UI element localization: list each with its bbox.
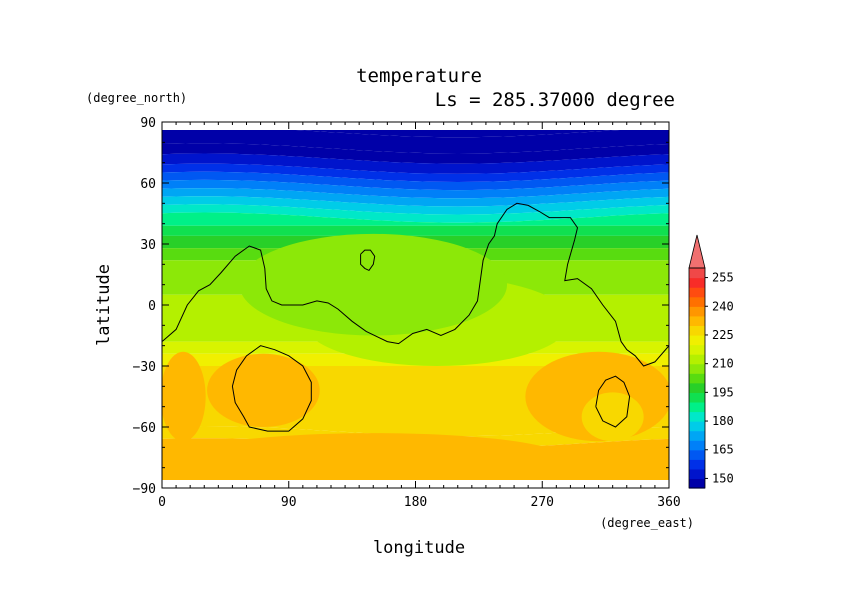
- colorbar-swatch: [689, 306, 705, 317]
- temperature-band: [162, 130, 669, 154]
- plot-axes: 0 90 180 270 360 90 60 30 0 −30 −60 −90: [133, 116, 681, 510]
- y-tick-label: 60: [140, 177, 156, 192]
- y-units-label: (degree_north): [86, 91, 187, 105]
- temperature-band: [162, 171, 669, 191]
- x-tick-label: 180: [404, 495, 427, 510]
- y-tick-label: 30: [140, 238, 156, 253]
- temperature-band: [162, 179, 669, 199]
- temperature-field: [162, 130, 669, 480]
- y-tick-label: 90: [140, 116, 156, 131]
- colorbar-swatch: [689, 373, 705, 384]
- temperature-band: [162, 188, 669, 207]
- colorbar-swatch: [689, 459, 705, 470]
- y-tick-label: −60: [133, 421, 156, 436]
- temperature-patch: [581, 392, 644, 442]
- topography-contour-line: [595, 375, 631, 428]
- colorbar-swatch: [689, 440, 705, 451]
- colorbar-tick-label: 180: [712, 414, 734, 428]
- temperature-patch: [183, 433, 564, 480]
- colorbar-swatch: [689, 430, 705, 441]
- colorbar-swatch: [689, 315, 705, 326]
- colorbar-tick-label: 195: [712, 385, 734, 399]
- x-axis-label: longitude: [373, 538, 465, 558]
- topography-contours: [162, 202, 669, 432]
- x-tick-label: 270: [531, 495, 554, 510]
- temperature-band: [162, 204, 669, 223]
- colorbar-swatch: [689, 401, 705, 413]
- y-tick-label: −90: [133, 482, 156, 497]
- colorbar-tick-label: 165: [712, 443, 734, 457]
- x-tick-label: 90: [281, 495, 297, 510]
- temperature-patch: [162, 351, 206, 442]
- topography-contour-line: [360, 249, 376, 272]
- colorbar-swatch: [689, 354, 705, 365]
- colorbar-swatch: [689, 334, 705, 346]
- temperature-band: [162, 163, 669, 182]
- temperature-band: [162, 225, 669, 236]
- x-tick-label: 360: [657, 495, 680, 510]
- colorbar-frame: [688, 267, 706, 489]
- colorbar-swatch: [689, 344, 705, 355]
- colorbar-tick-label: 210: [712, 357, 734, 371]
- colorbar-swatch: [689, 478, 705, 489]
- colorbar-swatch: [689, 277, 705, 288]
- temperature-band: [162, 153, 669, 174]
- colorbar-swatch: [689, 325, 705, 336]
- colorbar-swatch: [689, 268, 705, 279]
- colorbar-swatch: [689, 296, 705, 307]
- x-tick-label: 0: [158, 495, 166, 510]
- chart-title: temperature: [356, 65, 482, 87]
- colorbar-swatch: [689, 468, 705, 480]
- colorbar-swatch: [689, 382, 705, 393]
- y-tick-label: −30: [133, 360, 156, 375]
- colorbar: 150 165 180 195 210 225 240 255: [688, 234, 734, 489]
- topography-contour-line: [231, 345, 312, 432]
- colorbar-swatch: [689, 421, 705, 432]
- colorbar-extend-arrow: [688, 234, 706, 269]
- y-tick-label: 0: [148, 299, 156, 314]
- topography-contour-line: [162, 202, 669, 367]
- colorbar-swatch: [689, 411, 705, 422]
- chart-subtitle: Ls = 285.37000 degree: [435, 89, 675, 111]
- temperature-patch: [207, 353, 320, 427]
- colorbar-tick-label: 255: [712, 271, 734, 285]
- colorbar-tick-label: 150: [712, 471, 734, 485]
- temperature-band: [162, 196, 669, 215]
- y-axis-label: latitude: [94, 264, 114, 346]
- temperature-band: [162, 212, 669, 226]
- colorbar-tick-label: 240: [712, 299, 734, 313]
- colorbar-swatch: [689, 449, 705, 460]
- x-units-label: (degree_east): [600, 516, 694, 530]
- temperature-patch: [239, 233, 508, 336]
- colorbar-swatch: [689, 392, 705, 403]
- colorbar-swatch: [689, 363, 705, 374]
- temperature-band: [162, 143, 669, 164]
- colorbar-swatch: [689, 287, 705, 298]
- temperature-band: [295, 130, 620, 138]
- colorbar-tick-label: 225: [712, 328, 734, 342]
